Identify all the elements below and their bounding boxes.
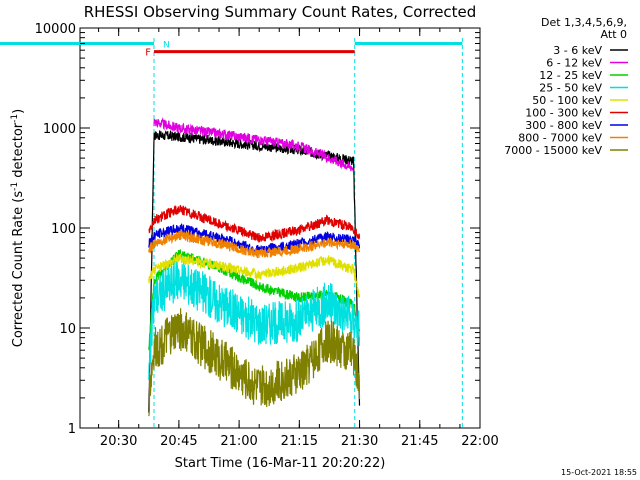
- x-tick-label: 21:45: [401, 434, 438, 449]
- y-axis-label-sup: -1: [10, 182, 20, 191]
- x-tick-label: 22:00: [461, 434, 498, 449]
- series-line-5: [148, 252, 361, 298]
- legend-title: Det 1,3,4,5,6,9,: [541, 16, 627, 29]
- y-tick-label: 100: [51, 222, 76, 237]
- series-line-2: [153, 117, 355, 172]
- legend-label: 800 - 7000 keV: [518, 132, 602, 145]
- x-axis-label: Start Time (16-Mar-11 20:20:22): [175, 456, 386, 471]
- series-line-6: [148, 204, 361, 243]
- legend-label: 6 - 12 keV: [546, 57, 602, 70]
- legend-label: 3 - 6 keV: [553, 44, 602, 57]
- y-axis-label-end: ): [11, 109, 26, 114]
- x-tick-label: 20:45: [160, 434, 197, 449]
- y-tick-label: 10000: [35, 22, 76, 37]
- y-axis-ticks: 1 10 100 1000 10000: [35, 22, 480, 437]
- series-line-4: [148, 258, 361, 381]
- series-line-9: [148, 308, 361, 417]
- legend-label: 300 - 800 keV: [525, 119, 602, 132]
- y-axis-label-sup2: -1: [10, 114, 20, 123]
- y-axis-label-mid: detector: [11, 122, 26, 182]
- y-tick-label: 10: [59, 322, 76, 337]
- plot-frame: [79, 27, 481, 429]
- chart-title: RHESSI Observing Summary Count Rates, Co…: [84, 3, 477, 21]
- legend-label: 50 - 100 keV: [532, 94, 602, 107]
- flag-n-label: N: [163, 40, 170, 50]
- legend-label: 25 - 50 keV: [539, 82, 602, 95]
- y-tick-label: 1000: [43, 122, 76, 137]
- plot-area: [79, 27, 481, 429]
- flag-f-label: F: [145, 48, 151, 59]
- y-tick-label: 1: [68, 422, 76, 437]
- x-tick-label: 21:00: [220, 434, 257, 449]
- x-tick-label: 20:30: [100, 434, 137, 449]
- x-tick-label: 21:15: [281, 434, 318, 449]
- x-axis-ticks: 20:30 20:45 21:00 21:15 21:30 21:45 22:00: [98, 28, 499, 449]
- series-line-1: [148, 129, 361, 413]
- legend-label: 100 - 300 keV: [525, 107, 602, 120]
- series-group: [148, 117, 361, 417]
- legend-label: 7000 - 15000 keV: [504, 144, 602, 157]
- legend-subtitle: Att 0: [601, 28, 627, 41]
- y-axis-label-main: Corrected Count Rate (s: [11, 191, 26, 348]
- series-line-8: [148, 228, 361, 259]
- legend-label: 12 - 25 keV: [539, 69, 602, 82]
- y-axis-label: Corrected Count Rate (s-1 detector-1): [10, 109, 26, 347]
- x-tick-label: 21:30: [341, 434, 378, 449]
- timestamp: 15-Oct-2021 18:55: [561, 468, 637, 477]
